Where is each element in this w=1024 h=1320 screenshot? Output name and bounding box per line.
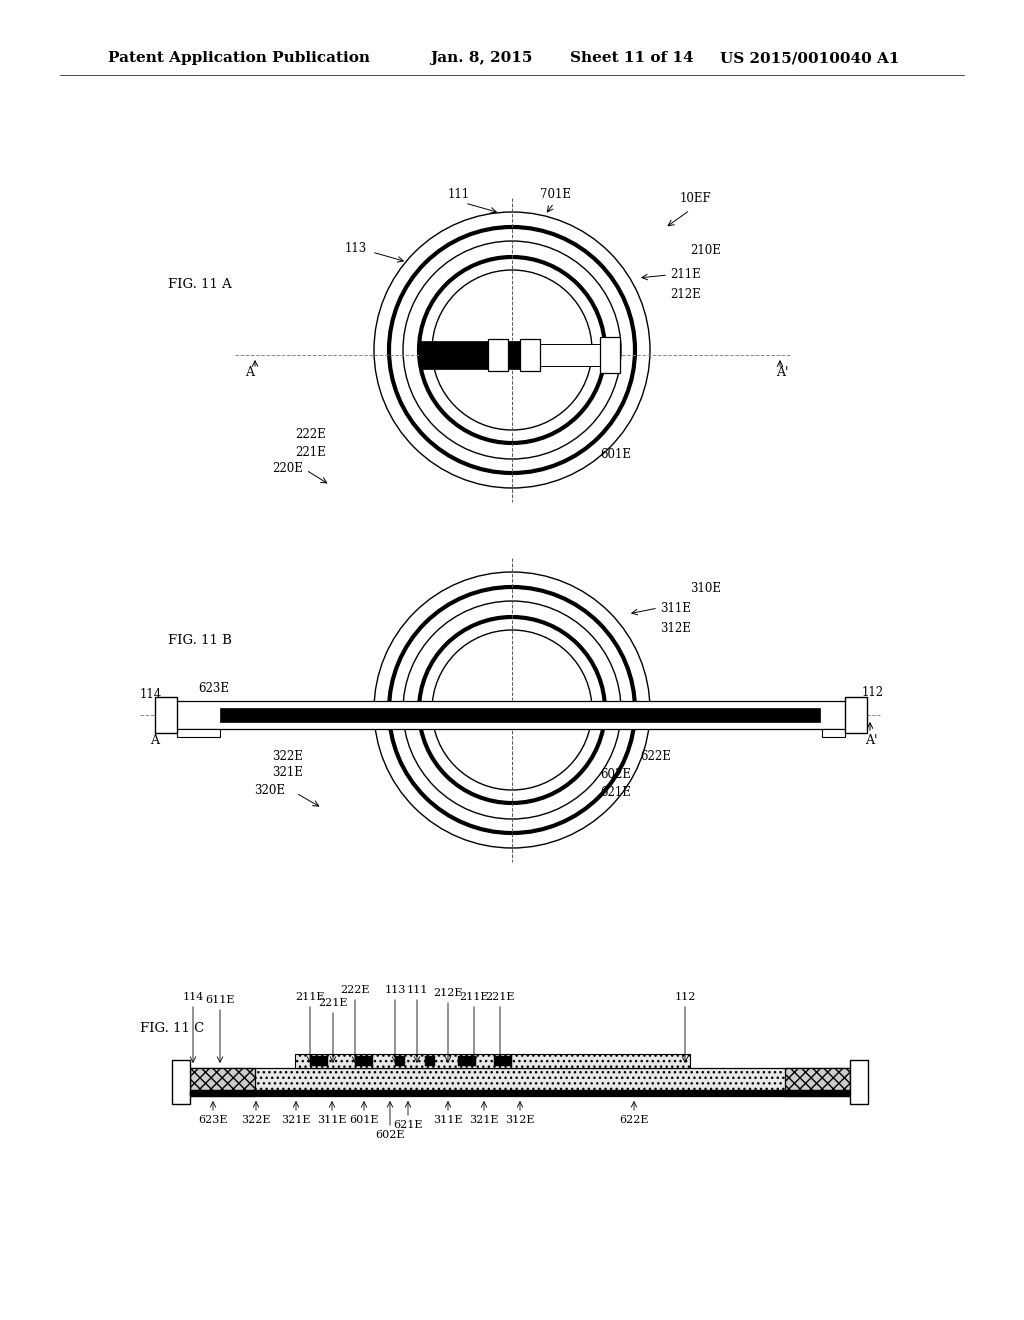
Bar [190,1090,850,1096]
Text: 220E: 220E [272,462,303,474]
Bar [425,1056,435,1067]
Bar [177,729,220,737]
Bar [190,1068,255,1096]
Bar [785,1068,850,1096]
Bar [520,339,540,371]
Text: A': A' [776,367,788,380]
Text: 621E: 621E [393,1119,423,1130]
Text: A': A' [865,734,878,747]
Text: FIG. 11 C: FIG. 11 C [140,1022,204,1035]
Text: 321E: 321E [282,1115,310,1125]
Text: 310E: 310E [690,582,721,594]
Bar [600,337,620,374]
Text: 212E: 212E [433,987,463,998]
Bar [822,729,845,737]
Text: 210E: 210E [690,243,721,256]
Text: 311E: 311E [433,1115,463,1125]
Text: 113: 113 [345,242,368,255]
Bar [845,697,867,733]
Text: 211E: 211E [295,993,325,1002]
Text: 611E: 611E [205,995,234,1005]
Bar [170,701,850,729]
Bar [172,1060,190,1104]
Text: FIG. 11 B: FIG. 11 B [168,634,231,647]
Text: 322E: 322E [272,750,303,763]
Text: 602E: 602E [375,1130,404,1140]
Bar [458,1056,476,1067]
Text: US 2015/0010040 A1: US 2015/0010040 A1 [720,51,899,65]
Text: 312E: 312E [505,1115,535,1125]
Bar [395,1056,406,1067]
Text: 211E: 211E [670,268,700,281]
Bar [295,1053,690,1068]
Bar [355,1056,373,1067]
Text: 221E: 221E [295,446,326,458]
Text: 112: 112 [862,686,884,700]
Bar [850,1060,868,1104]
Text: 114: 114 [140,689,162,701]
Bar [419,341,532,370]
Bar [522,345,600,366]
Bar [488,339,508,371]
Text: 10EF: 10EF [680,191,712,205]
Text: 623E: 623E [198,681,229,694]
Bar [220,708,820,722]
Text: 222E: 222E [340,985,370,995]
Text: 321E: 321E [469,1115,499,1125]
Text: 622E: 622E [640,750,671,763]
Text: FIG. 11 A: FIG. 11 A [168,279,231,292]
Text: 322E: 322E [242,1115,270,1125]
Text: 111: 111 [449,189,470,202]
Text: 221E: 221E [318,998,348,1008]
Text: 212E: 212E [670,289,700,301]
Text: 112: 112 [675,993,695,1002]
Text: 320E: 320E [254,784,285,796]
Text: A: A [150,734,159,747]
Text: 602E: 602E [600,768,631,781]
Text: 621E: 621E [600,785,631,799]
Text: Jan. 8, 2015: Jan. 8, 2015 [430,51,532,65]
Text: 114: 114 [182,993,204,1002]
Text: 701E: 701E [540,189,571,202]
Bar [190,1068,850,1096]
Text: 601E: 601E [349,1115,379,1125]
Text: 622E: 622E [620,1115,649,1125]
Text: Sheet 11 of 14: Sheet 11 of 14 [570,51,693,65]
Text: 311E: 311E [660,602,691,615]
Text: A: A [245,367,254,380]
Text: 211E: 211E [459,993,488,1002]
Bar [310,1056,328,1067]
Text: 311E: 311E [317,1115,347,1125]
Bar [494,1056,512,1067]
Text: 222E: 222E [295,429,326,441]
Text: 601E: 601E [600,449,631,462]
Text: 321E: 321E [272,767,303,780]
Text: 221E: 221E [485,993,515,1002]
Text: 113: 113 [384,985,406,995]
Text: Patent Application Publication: Patent Application Publication [108,51,370,65]
Text: 111: 111 [407,985,428,995]
Text: 312E: 312E [660,622,691,635]
Text: 623E: 623E [199,1115,227,1125]
Bar [155,697,177,733]
